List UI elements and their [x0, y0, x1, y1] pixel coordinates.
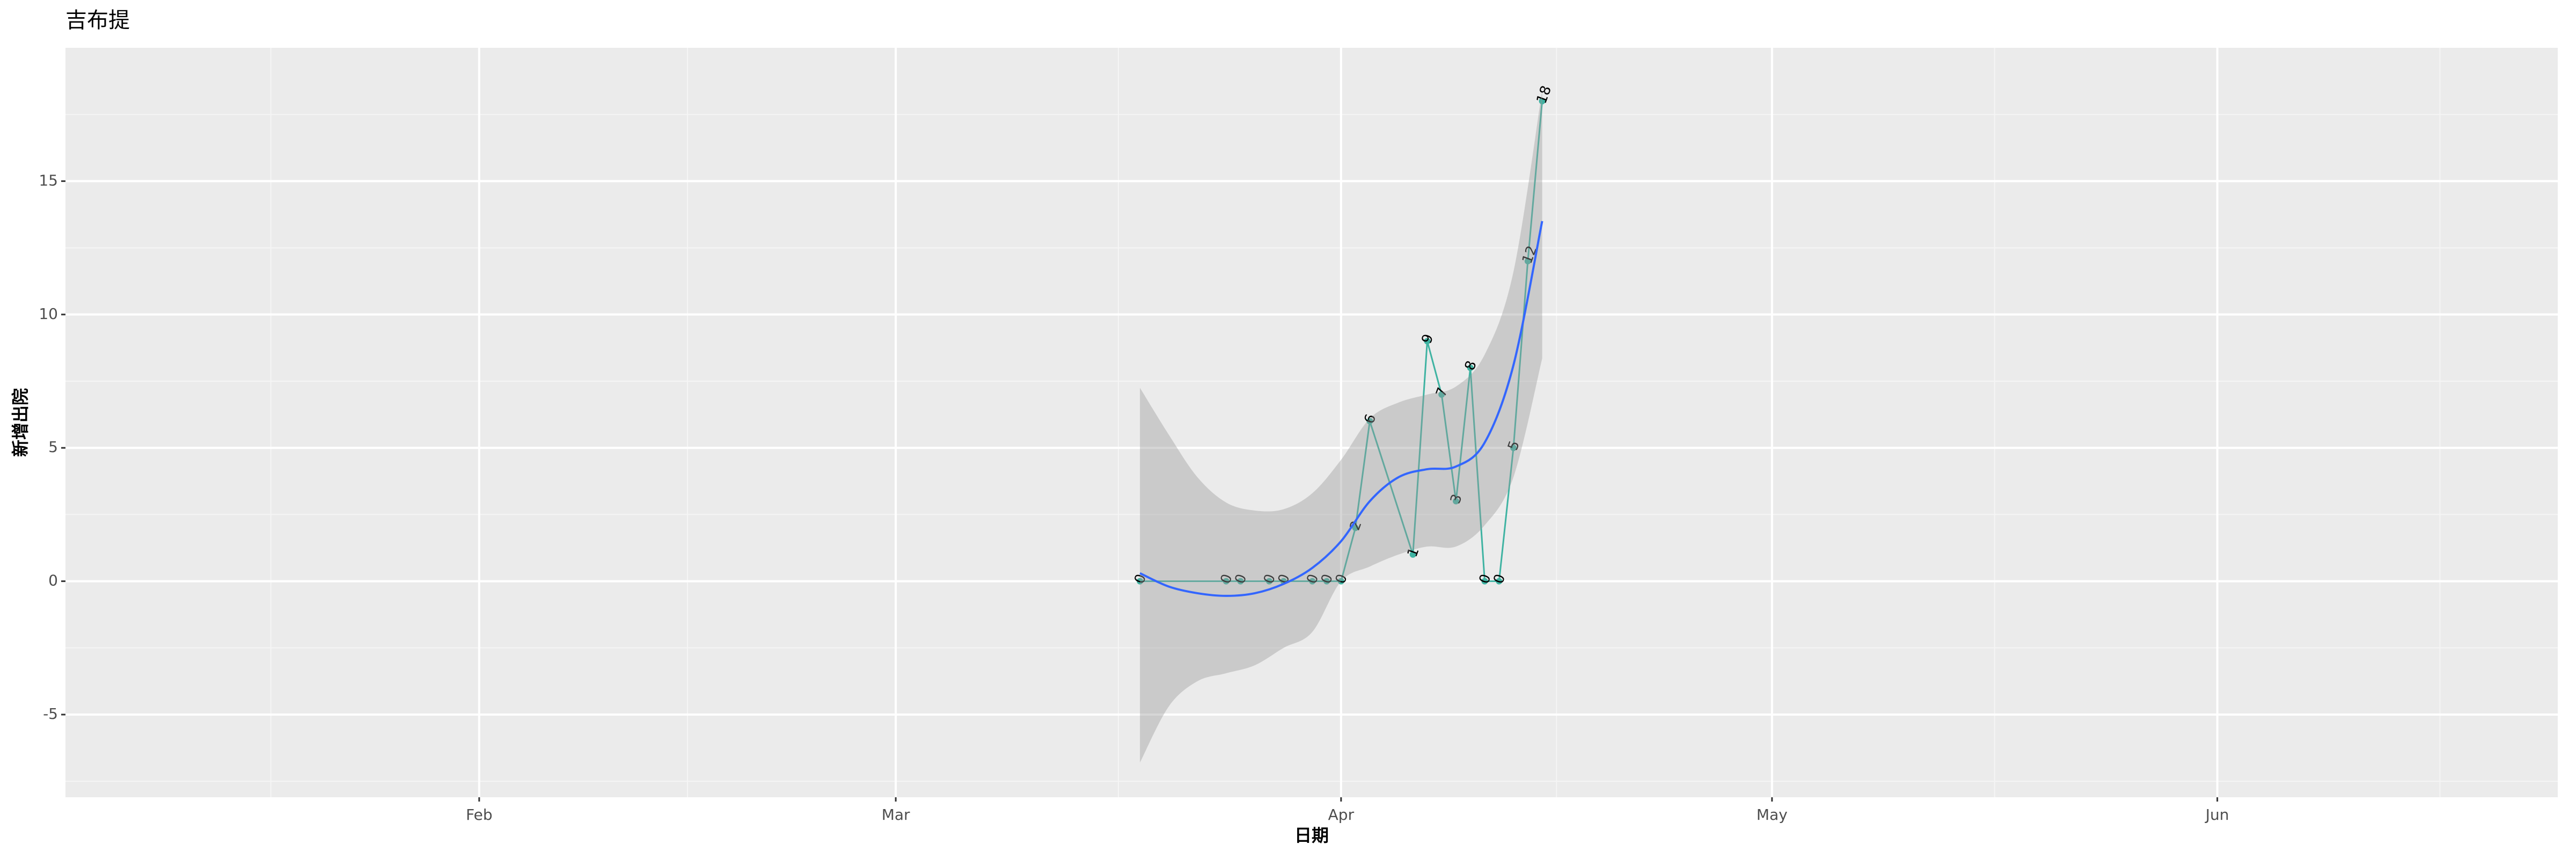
x-tick-label: May — [1757, 806, 1788, 824]
panel — [65, 48, 2558, 797]
data-point — [1137, 578, 1144, 585]
data-point — [1323, 578, 1330, 585]
data-point — [1237, 578, 1244, 585]
x-tick-label: Jun — [2205, 806, 2229, 824]
x-tick-label: Mar — [882, 806, 910, 824]
data-point — [1524, 258, 1531, 265]
data-point — [1352, 525, 1359, 532]
data-point — [1510, 445, 1517, 452]
data-point — [1309, 578, 1316, 585]
smooth-line — [1139, 221, 1543, 597]
data-point — [1539, 98, 1546, 105]
x-axis-label: 日期 — [1294, 825, 1329, 846]
data-point — [1409, 551, 1416, 558]
y-axis-label: 新增出院 — [10, 388, 31, 457]
data-point — [1223, 578, 1230, 585]
x-tick-label: Feb — [466, 806, 493, 824]
y-tick-label: 10 — [39, 305, 58, 323]
data-point — [1467, 365, 1474, 372]
y-tick-label: 5 — [48, 438, 58, 456]
y-tick-label: -5 — [43, 705, 58, 723]
data-point — [1424, 338, 1431, 345]
data-point — [1266, 578, 1273, 585]
x-tick-label: Apr — [1328, 806, 1355, 824]
data-point — [1481, 578, 1488, 585]
data-point — [1496, 578, 1503, 585]
data-point — [1453, 498, 1460, 505]
chart-title: 吉布提 — [65, 8, 130, 33]
data-point — [1366, 418, 1373, 425]
data-point — [1438, 391, 1445, 398]
y-tick-label: 15 — [39, 171, 58, 189]
data-point — [1337, 578, 1344, 585]
y-tick-label: 0 — [48, 572, 58, 589]
